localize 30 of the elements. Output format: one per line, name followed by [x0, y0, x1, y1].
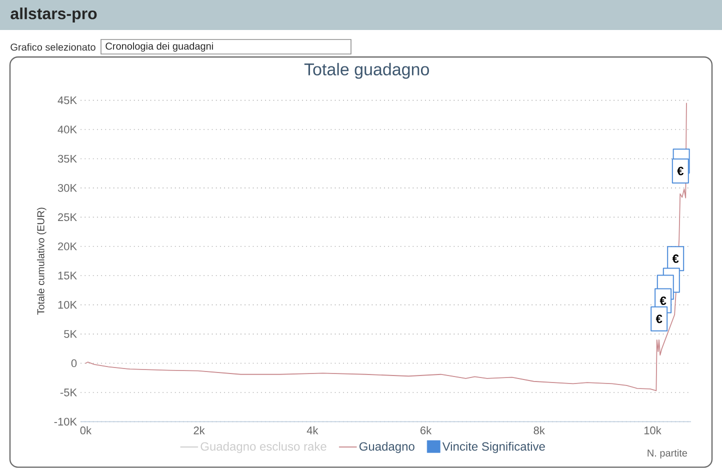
data-label: € [677, 166, 684, 176]
text: allstars-pro [10, 8, 97, 22]
x-tick-label: 4k [306, 426, 318, 434]
y-tick-label: 45K [58, 96, 77, 104]
x-tick-label: 2k [194, 426, 205, 434]
legend-label: Guadagno [359, 442, 414, 454]
chart-title: Totale guadagno [304, 62, 429, 79]
x-tick-label: 6k [420, 426, 432, 434]
text: Grafico selezionato [10, 43, 96, 51]
text: Cronologia dei guadagni [106, 42, 213, 52]
y-axis-title: Totale cumulativo (EUR) [36, 208, 46, 315]
y-tick-label: 25K [58, 213, 77, 222]
y-tick-label: 30K [58, 184, 77, 192]
y-tick-label: 35K [58, 154, 77, 163]
data-label: € [672, 254, 679, 263]
y-tick-label: 40K [58, 126, 77, 134]
y-tick-label: 10K [58, 300, 77, 309]
y-tick-label: -10K [54, 418, 77, 426]
data-label: € [656, 314, 662, 324]
x-tick-label: 0k [80, 426, 92, 434]
y-tick-label: -5K [60, 388, 77, 396]
y-tick-label: 20K [58, 242, 77, 250]
x-tick-label: 8k [534, 426, 545, 434]
legend-label: Vincite Significative [442, 442, 545, 454]
x-tick-label: 10k [644, 426, 662, 434]
y-tick-label: 15K [58, 272, 77, 280]
x-axis-title: N. partite [648, 449, 688, 459]
y-tick-label: 5K [64, 330, 77, 338]
y-tick-label: 0 [71, 359, 77, 368]
data-label: € [660, 296, 666, 305]
